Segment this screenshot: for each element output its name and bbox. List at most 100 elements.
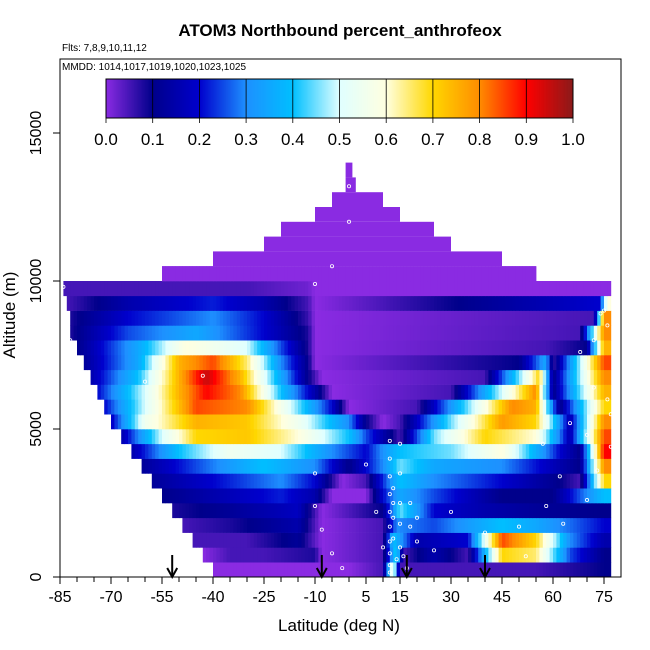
colorbar-swatch bbox=[263, 79, 266, 118]
heatmap-cell bbox=[233, 369, 238, 385]
heatmap-cell bbox=[393, 488, 397, 504]
heatmap-cell bbox=[260, 414, 265, 430]
heatmap-cell bbox=[437, 266, 442, 282]
heatmap-cell bbox=[386, 429, 391, 445]
x-tick-label: -85 bbox=[48, 589, 71, 606]
heatmap-cell bbox=[600, 458, 605, 474]
heatmap-cell bbox=[284, 488, 289, 504]
heatmap-cell bbox=[318, 562, 323, 578]
heatmap-cell bbox=[593, 355, 598, 371]
heatmap-cell bbox=[236, 266, 241, 282]
heatmap-cell bbox=[430, 488, 435, 504]
heatmap-cell bbox=[284, 340, 289, 356]
heatmap-cell bbox=[434, 325, 438, 341]
heatmap-cell bbox=[607, 310, 612, 326]
heatmap-cell bbox=[430, 266, 435, 282]
heatmap-cell bbox=[440, 325, 445, 341]
colorbar-swatch bbox=[194, 79, 197, 118]
heatmap-cell bbox=[474, 473, 479, 489]
heatmap-cell bbox=[301, 281, 306, 297]
heatmap-cell bbox=[345, 532, 350, 548]
heatmap-cell bbox=[321, 325, 326, 341]
heatmap-cell bbox=[338, 414, 343, 430]
heatmap-cell bbox=[355, 340, 360, 356]
heatmap-cell bbox=[529, 488, 533, 504]
heatmap-cell bbox=[328, 517, 333, 533]
colorbar-swatch bbox=[293, 79, 296, 118]
heatmap-cell bbox=[529, 310, 533, 326]
heatmap-cell bbox=[553, 295, 557, 311]
heatmap-cell bbox=[308, 310, 312, 326]
heatmap-cell bbox=[488, 517, 493, 533]
heatmap-cell bbox=[284, 414, 289, 430]
heatmap-cell bbox=[328, 295, 333, 311]
heatmap-cell bbox=[454, 310, 459, 326]
heatmap-cell bbox=[199, 414, 204, 430]
heatmap-cell bbox=[206, 325, 210, 341]
colorbar-swatch bbox=[121, 79, 123, 118]
heatmap-cell bbox=[185, 281, 190, 297]
heatmap-cell bbox=[158, 443, 163, 459]
heatmap-cell bbox=[369, 399, 374, 415]
heatmap-cell bbox=[243, 547, 248, 563]
heatmap-cell bbox=[236, 429, 241, 445]
heatmap-cell bbox=[379, 281, 384, 297]
heatmap-cell bbox=[502, 488, 506, 504]
heatmap-cell bbox=[372, 384, 377, 400]
heatmap-cell bbox=[461, 503, 465, 519]
colorbar-swatch bbox=[233, 79, 235, 118]
colorbar-swatch bbox=[139, 79, 142, 118]
heatmap-cell bbox=[359, 473, 363, 489]
heatmap-cell bbox=[117, 384, 122, 400]
heatmap-cell bbox=[134, 399, 139, 415]
chart-title: ATOM3 Northbound percent_anthrofeox bbox=[178, 21, 502, 40]
heatmap-cell bbox=[284, 355, 289, 371]
heatmap-cell bbox=[328, 429, 333, 445]
heatmap-cell bbox=[542, 369, 547, 385]
colorbar-swatch bbox=[173, 79, 176, 118]
heatmap-cell bbox=[576, 488, 581, 504]
heatmap-cell bbox=[539, 414, 544, 430]
heatmap-cell bbox=[495, 414, 499, 430]
heatmap-cell bbox=[219, 281, 224, 297]
heatmap-cell bbox=[498, 473, 503, 489]
heatmap-cell bbox=[587, 429, 591, 445]
heatmap-cell bbox=[600, 503, 605, 519]
heatmap-cell bbox=[498, 310, 503, 326]
heatmap-cell bbox=[379, 414, 384, 430]
heatmap-cell bbox=[525, 325, 530, 341]
heatmap-cell bbox=[427, 458, 431, 474]
heatmap-cell bbox=[362, 295, 367, 311]
heatmap-cell bbox=[590, 473, 595, 489]
heatmap-cell bbox=[566, 517, 571, 533]
heatmap-cell bbox=[403, 325, 408, 341]
heatmap-cell bbox=[515, 266, 520, 282]
heatmap-cell bbox=[434, 266, 438, 282]
heatmap-cell bbox=[379, 473, 384, 489]
heatmap-cell bbox=[253, 325, 258, 341]
heatmap-cell bbox=[580, 310, 584, 326]
heatmap-cell bbox=[182, 355, 187, 371]
heatmap-cell bbox=[423, 547, 428, 563]
heatmap-cell bbox=[498, 458, 503, 474]
heatmap-cell bbox=[525, 295, 530, 311]
heatmap-cell bbox=[328, 281, 333, 297]
heatmap-cell bbox=[321, 281, 326, 297]
heatmap-cell bbox=[277, 281, 282, 297]
heatmap-cell bbox=[318, 414, 323, 430]
heatmap-cell bbox=[369, 325, 374, 341]
heatmap-cell bbox=[192, 281, 197, 297]
heatmap-cell bbox=[335, 295, 340, 311]
heatmap-cell bbox=[233, 532, 238, 548]
colorbar-swatch bbox=[326, 79, 329, 118]
heatmap-cell bbox=[400, 473, 404, 489]
heatmap-cell bbox=[355, 414, 360, 430]
heatmap-cell bbox=[522, 414, 527, 430]
heatmap-cell bbox=[257, 325, 261, 341]
heatmap-cell bbox=[162, 310, 166, 326]
heatmap-cell bbox=[423, 488, 428, 504]
heatmap-cell bbox=[138, 340, 142, 356]
heatmap-cell bbox=[464, 399, 469, 415]
heatmap-cell bbox=[430, 369, 435, 385]
heatmap-cell bbox=[366, 532, 370, 548]
